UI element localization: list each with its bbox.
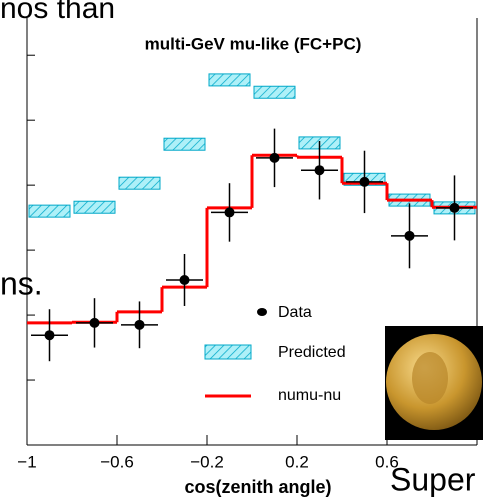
data-point bbox=[135, 320, 145, 330]
page: nos than multi-GeV mu-like (FC+PC) cos(ze… bbox=[0, 0, 483, 499]
data-point bbox=[180, 275, 190, 285]
data-point bbox=[405, 231, 415, 241]
data-point bbox=[45, 330, 55, 340]
legend-marker bbox=[257, 308, 267, 316]
predicted-box bbox=[254, 86, 295, 98]
chart-title: multi-GeV mu-like (FC+PC) bbox=[145, 34, 362, 53]
x-tick-label: −1 bbox=[17, 452, 36, 471]
data-point bbox=[90, 318, 100, 328]
x-tick-label: −0.2 bbox=[190, 452, 224, 471]
medal-image bbox=[385, 326, 483, 440]
data-point bbox=[225, 207, 235, 217]
data-point bbox=[360, 177, 370, 187]
x-tick-label: 0.2 bbox=[285, 452, 309, 471]
data-point bbox=[450, 203, 460, 213]
predicted-box bbox=[74, 201, 115, 213]
predicted-box bbox=[209, 74, 250, 86]
x-axis-label: cos(zenith angle) bbox=[184, 477, 331, 497]
legend-label: Predicted bbox=[278, 344, 346, 361]
predicted-box bbox=[164, 138, 205, 150]
legend-label: numu-nu bbox=[278, 387, 341, 404]
data-point bbox=[315, 165, 325, 175]
legend-label: Data bbox=[278, 304, 312, 321]
legend-marker bbox=[205, 345, 251, 359]
data-point bbox=[270, 153, 280, 163]
slide-text: Super bbox=[390, 461, 476, 497]
slide-text: ns. bbox=[0, 265, 43, 301]
x-tick-label: −0.6 bbox=[100, 452, 134, 471]
predicted-box bbox=[29, 205, 70, 217]
predicted-box bbox=[119, 177, 160, 189]
slide: nos than multi-GeV mu-like (FC+PC) cos(ze… bbox=[0, 0, 483, 499]
slide-text: nos than bbox=[0, 0, 115, 25]
